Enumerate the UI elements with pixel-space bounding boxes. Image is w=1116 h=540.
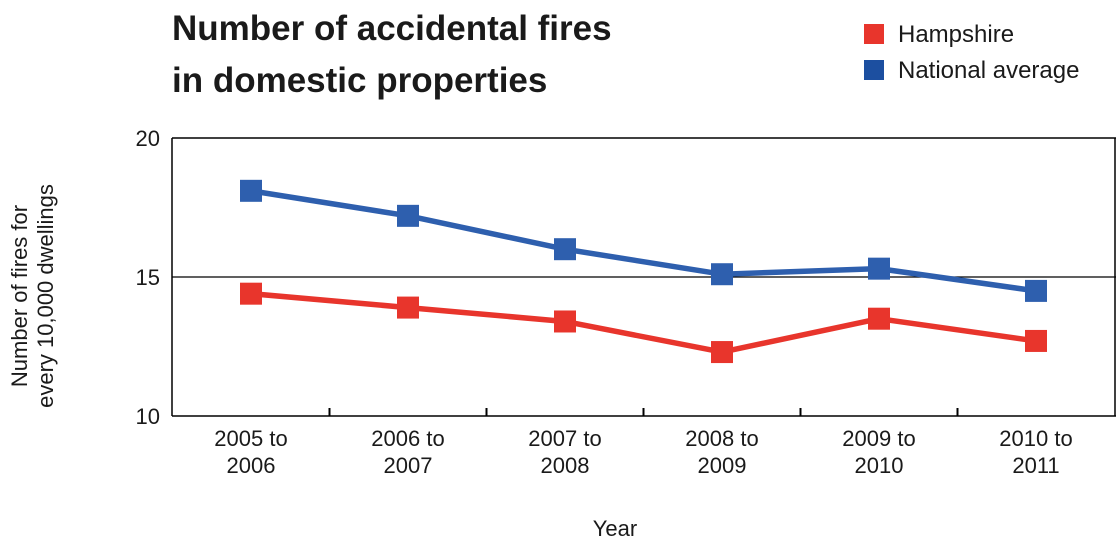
x-tick-label-2008-line-1: 2008 to	[685, 426, 758, 451]
x-tick-label-2007-line-2: 2008	[541, 453, 590, 478]
legend-swatch-hampshire	[864, 24, 884, 44]
series-line-national-average	[250, 188, 1037, 294]
x-tick-label-2010-line-1: 2010 to	[999, 426, 1072, 451]
data-point-hampshire-5	[1025, 329, 1047, 352]
y-axis-label: Number of fires for every 10,000 dwellin…	[7, 184, 58, 408]
x-tick-label-2010-line-2: 2011	[1012, 453, 1059, 478]
x-tick-label-2005-line-2: 2006	[227, 453, 276, 478]
plot-area	[171, 137, 1116, 417]
x-tick-label-2007-line-1: 2007 to	[528, 426, 601, 451]
data-point-national-average-5	[1025, 279, 1047, 302]
y-tick-label-20: 20	[136, 126, 160, 151]
data-point-hampshire-2	[554, 310, 576, 333]
x-axis-ticks	[328, 408, 959, 416]
data-point-national-average-1	[397, 204, 419, 227]
data-point-hampshire-3	[711, 341, 733, 364]
legend: Hampshire National average	[864, 21, 1079, 84]
data-point-national-average-3	[711, 263, 733, 286]
series-layer	[240, 179, 1047, 364]
chart-title-line-2: in domestic properties	[172, 61, 547, 100]
x-tick-label-2009-line-2: 2010	[855, 453, 904, 478]
data-point-national-average-4	[868, 257, 890, 280]
x-tick-label-2006-line-1: 2006 to	[371, 426, 444, 451]
data-point-national-average-0	[240, 179, 262, 202]
y-tick-label-15: 15	[136, 265, 160, 290]
x-axis-tick-labels: 2005 to 2006 2006 to 2007 2007 to 2008 2…	[214, 426, 1072, 478]
chart-title-line-1: Number of accidental fires	[172, 9, 612, 48]
data-point-national-average-2	[554, 238, 576, 261]
y-axis-label-line-2: every 10,000 dwellings	[33, 184, 58, 408]
x-tick-label-2009-line-1: 2009 to	[842, 426, 915, 451]
x-tick-label-2006-line-2: 2007	[384, 453, 433, 478]
x-axis-label: Year	[593, 516, 637, 540]
x-tick-label-2005-line-1: 2005 to	[214, 426, 287, 451]
data-point-hampshire-1	[397, 296, 419, 319]
y-tick-label-10: 10	[136, 404, 160, 429]
legend-label-national-average: National average	[898, 57, 1079, 84]
x-tick-label-2008-line-2: 2009	[698, 453, 747, 478]
data-point-hampshire-4	[868, 307, 890, 330]
series-line-hampshire	[250, 290, 1037, 355]
legend-label-hampshire: Hampshire	[898, 21, 1014, 48]
legend-swatch-national-average	[864, 60, 884, 80]
y-axis-label-line-1: Number of fires for	[7, 205, 32, 387]
data-point-hampshire-0	[240, 282, 262, 305]
